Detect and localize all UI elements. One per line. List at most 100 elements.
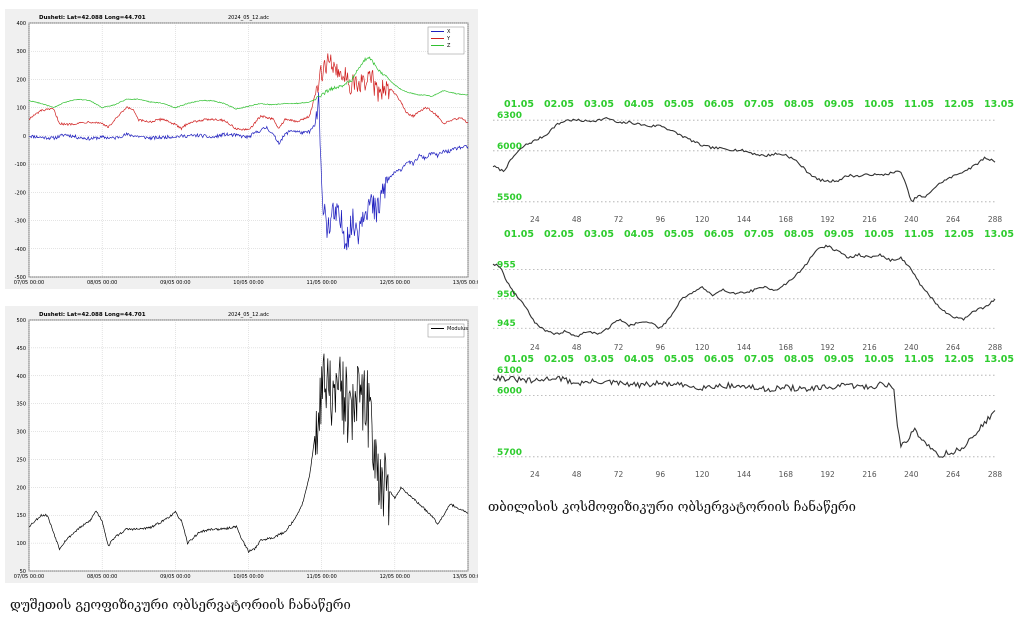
date-tick-label: 10.05 <box>864 229 894 240</box>
tbilisi-panel-1: 01.05 02.05 03.05 04.05 05.05 06.05 07.05 08.05… <box>483 96 1023 226</box>
x-tick-label: 09/05 00:00 <box>160 280 190 286</box>
date-tick-label: 09.05 <box>824 99 854 110</box>
date-tick-label: 05.05 <box>664 354 694 365</box>
y-tick-label: 250 <box>16 457 26 463</box>
date-tick-label: 05.05 <box>664 229 694 240</box>
x-tick-label: 07/05 00:00 <box>14 280 44 286</box>
date-tick-label: 02.05 <box>544 229 574 240</box>
hour-tick-label: 288 <box>988 215 1003 224</box>
date-tick-label: 09.05 <box>824 354 854 365</box>
y-tick-label: 300 <box>16 430 26 436</box>
hour-tick-label: 72 <box>614 343 624 352</box>
y-tick-label: 400 <box>16 374 26 380</box>
date-tick-label: 12.05 <box>944 354 974 365</box>
date-tick-label: 07.05 <box>744 99 774 110</box>
hour-tick-label: 216 <box>862 470 877 479</box>
y-tick-label: -200 <box>15 190 26 196</box>
hour-tick-label: 48 <box>572 343 582 352</box>
hour-tick-label: 240 <box>904 343 919 352</box>
y-tick-label: -400 <box>15 247 26 253</box>
y-tick-label: -500 <box>15 275 26 281</box>
date-tick-label: 06.05 <box>704 229 734 240</box>
hour-tick-label: 264 <box>946 343 961 352</box>
x-tick-label: 10/05 00:00 <box>233 280 263 286</box>
y-value-label: 6300 <box>497 111 522 121</box>
dusheti-modulus-panel: Dusheti: Lat=42.088 Long=44.701 2024_05_1… <box>5 306 483 583</box>
y-value-label: 945 <box>497 319 516 329</box>
date-tick-label: 01.05 <box>504 354 534 365</box>
y-tick-label: 450 <box>16 346 26 352</box>
hour-tick-label: 192 <box>821 343 836 352</box>
hour-tick-label: 120 <box>695 470 710 479</box>
hour-tick-label: 288 <box>988 470 1003 479</box>
y-tick-label: 300 <box>16 49 26 55</box>
hour-tick-label: 144 <box>737 215 752 224</box>
hour-tick-label: 240 <box>904 470 919 479</box>
tbilisi-panel-3: 01.05 02.05 03.05 04.05 05.05 06.05 07.05 08.05… <box>483 351 1023 481</box>
x-tick-label: 13/05 00:00 <box>453 574 478 580</box>
y-tick-label: 200 <box>16 77 26 83</box>
y-tick-label: 100 <box>16 541 26 547</box>
date-tick-label: 07.05 <box>744 354 774 365</box>
y-tick-label: -300 <box>15 219 26 225</box>
chart-header-file: 2024_05_12.adc <box>228 312 269 318</box>
hour-tick-label: 72 <box>614 215 624 224</box>
tbilisi-chart-2: 01.05 02.05 03.05 04.05 05.05 06.05 07.05 08.05… <box>492 229 1014 352</box>
y-tick-label: 400 <box>16 21 26 27</box>
date-tick-label: 12.05 <box>944 229 974 240</box>
hour-tick-label: 96 <box>656 215 666 224</box>
x-tick-label: 11/05 00:00 <box>306 280 336 286</box>
date-tick-label: 02.05 <box>544 99 574 110</box>
hour-tick-label: 264 <box>946 215 961 224</box>
dusheti-xyz-chart: Dusheti: Lat=42.088 Long=44.701 2024_05_1… <box>5 9 483 289</box>
series-line-z <box>28 56 469 110</box>
y-tick-label: 100 <box>16 106 26 112</box>
date-tick-label: 10.05 <box>864 354 894 365</box>
chart-header-station: Dusheti: Lat=42.088 Long=44.701 <box>39 15 146 21</box>
chart-header-station: Dusheti: Lat=42.088 Long=44.701 <box>39 312 146 318</box>
hour-tick-label: 72 <box>614 470 624 479</box>
tbilisi-chart-3: 01.05 02.05 03.05 04.05 05.05 06.05 07.05 08.05… <box>492 354 1014 479</box>
x-tick-label: 13/05 00:00 <box>453 280 478 286</box>
chart-header-file: 2024_05_12.adc <box>228 15 269 21</box>
legend-label: X <box>447 29 451 35</box>
date-tick-label: 07.05 <box>744 229 774 240</box>
y-tick-label: 200 <box>16 485 26 491</box>
date-tick-label: 13.05 <box>984 354 1014 365</box>
x-tick-label: 08/05 00:00 <box>87 280 117 286</box>
dusheti-xyz-panel: Dusheti: Lat=42.088 Long=44.701 2024_05_1… <box>5 9 483 289</box>
hour-tick-label: 216 <box>862 215 877 224</box>
date-tick-label: 08.05 <box>784 99 814 110</box>
x-tick-label: 08/05 00:00 <box>87 574 117 580</box>
plot-area <box>28 319 469 572</box>
hour-tick-label: 96 <box>656 343 666 352</box>
date-tick-label: 11.05 <box>904 99 934 110</box>
x-tick-label: 11/05 00:00 <box>306 574 336 580</box>
y-tick-label: 50 <box>20 569 26 575</box>
hour-tick-label: 192 <box>821 470 836 479</box>
x-tick-label: 10/05 00:00 <box>233 574 263 580</box>
y-value-label: 955 <box>497 260 516 270</box>
legend-label: Z <box>447 43 451 49</box>
date-tick-label: 11.05 <box>904 229 934 240</box>
x-tick-label: 12/05 00:00 <box>380 280 410 286</box>
hour-tick-label: 120 <box>695 343 710 352</box>
hour-tick-label: 24 <box>530 470 540 479</box>
date-tick-label: 03.05 <box>584 229 614 240</box>
hour-tick-label: 264 <box>946 470 961 479</box>
hour-tick-label: 216 <box>862 343 877 352</box>
y-value-label: 5500 <box>497 193 522 203</box>
hour-tick-label: 24 <box>530 343 540 352</box>
hour-tick-label: 24 <box>530 215 540 224</box>
date-tick-label: 04.05 <box>624 229 654 240</box>
date-tick-label: 06.05 <box>704 354 734 365</box>
date-tick-label: 08.05 <box>784 229 814 240</box>
y-value-label: 950 <box>497 290 516 300</box>
hour-tick-label: 168 <box>779 343 794 352</box>
date-tick-label: 01.05 <box>504 229 534 240</box>
date-tick-label: 03.05 <box>584 354 614 365</box>
hour-tick-label: 48 <box>572 470 582 479</box>
y-tick-label: -100 <box>15 162 26 168</box>
series-line <box>492 374 996 458</box>
date-tick-label: 04.05 <box>624 99 654 110</box>
